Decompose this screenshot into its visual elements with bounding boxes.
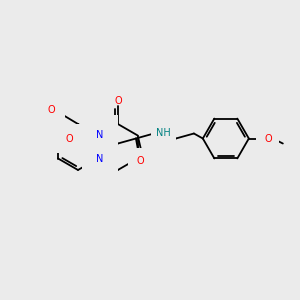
Text: O: O bbox=[136, 155, 144, 166]
Text: N: N bbox=[96, 130, 103, 140]
Text: O: O bbox=[264, 134, 272, 143]
Text: O: O bbox=[65, 134, 73, 143]
Text: O: O bbox=[47, 105, 55, 115]
Text: O: O bbox=[114, 96, 122, 106]
Text: NH: NH bbox=[156, 128, 171, 137]
Text: N: N bbox=[96, 154, 103, 164]
